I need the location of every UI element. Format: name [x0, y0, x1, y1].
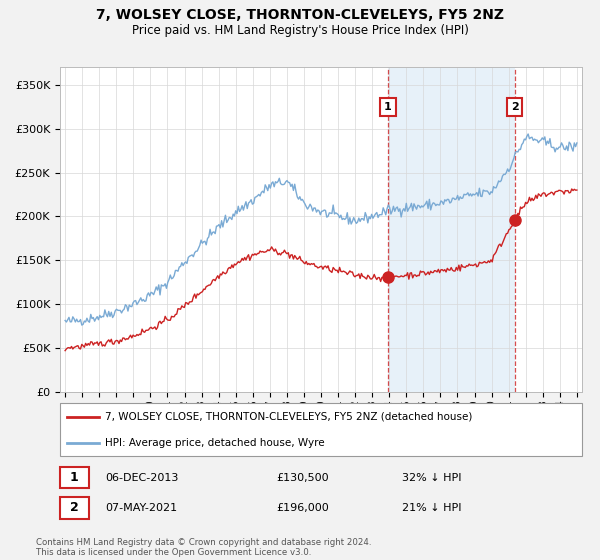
Text: 2: 2: [511, 102, 518, 111]
Text: 21% ↓ HPI: 21% ↓ HPI: [402, 503, 461, 513]
Text: £196,000: £196,000: [276, 503, 329, 513]
Text: 1: 1: [70, 471, 79, 484]
Text: 06-DEC-2013: 06-DEC-2013: [105, 473, 178, 483]
Text: 07-MAY-2021: 07-MAY-2021: [105, 503, 177, 513]
Text: 32% ↓ HPI: 32% ↓ HPI: [402, 473, 461, 483]
Text: 1: 1: [384, 102, 392, 111]
Text: Price paid vs. HM Land Registry's House Price Index (HPI): Price paid vs. HM Land Registry's House …: [131, 24, 469, 36]
Text: Contains HM Land Registry data © Crown copyright and database right 2024.
This d: Contains HM Land Registry data © Crown c…: [36, 538, 371, 557]
Text: 7, WOLSEY CLOSE, THORNTON-CLEVELEYS, FY5 2NZ: 7, WOLSEY CLOSE, THORNTON-CLEVELEYS, FY5…: [96, 8, 504, 22]
Bar: [388, 67, 515, 392]
Text: 2: 2: [70, 501, 79, 515]
Text: £130,500: £130,500: [276, 473, 329, 483]
Text: 7, WOLSEY CLOSE, THORNTON-CLEVELEYS, FY5 2NZ (detached house): 7, WOLSEY CLOSE, THORNTON-CLEVELEYS, FY5…: [105, 412, 472, 422]
Text: HPI: Average price, detached house, Wyre: HPI: Average price, detached house, Wyre: [105, 438, 325, 448]
